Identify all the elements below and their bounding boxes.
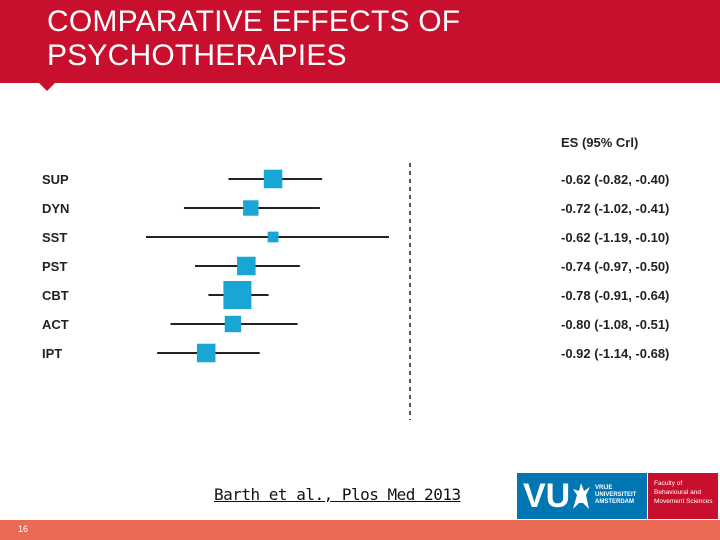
- forest-plot: ES (95% Crl) SUP -0.62 (-0.82, -0.40) DYN -…: [42, 135, 669, 420]
- forest-rows: SUP -0.62 (-0.82, -0.40) DYN -0.72 (-1.02, …: [42, 169, 669, 363]
- title-bar: [0, 0, 720, 83]
- page-number: 16: [18, 524, 29, 534]
- row-label-sup: SUP: [42, 172, 69, 187]
- row-label-cbt: CBT: [42, 288, 69, 303]
- row-label-sst: SST: [42, 230, 67, 245]
- estimate-text-cbt: -0.78 (-0.91, -0.64): [561, 288, 669, 303]
- vu-name-line-2: UNIVERSITEIT: [595, 492, 637, 498]
- slide-title-line-2: PSYCHOTHERAPIES: [47, 39, 347, 72]
- vu-name-line-1: VRIJE: [595, 485, 613, 491]
- row-label-dyn: DYN: [42, 201, 69, 216]
- estimate-text-dyn: -0.72 (-1.02, -0.41): [561, 201, 669, 216]
- point-estimate-sup: [263, 169, 283, 189]
- es-column-header: ES (95% Crl): [561, 135, 638, 150]
- faculty-line-3: Movement Sciences: [654, 498, 713, 505]
- vu-logo-letters: VU: [523, 477, 571, 515]
- griffin-icon: [573, 483, 590, 509]
- row-label-act: ACT: [42, 317, 69, 332]
- estimate-text-pst: -0.74 (-0.97, -0.50): [561, 259, 669, 274]
- estimate-text-sst: -0.62 (-1.19, -0.10): [561, 230, 669, 245]
- vu-logo: VU VRIJE UNIVERSITEIT AMSTERDAM: [517, 473, 647, 519]
- estimate-text-sup: -0.62 (-0.82, -0.40): [561, 172, 669, 187]
- faculty-logo-text: Faculty of Behavioural and Movement Scie…: [654, 479, 713, 506]
- title-bar-notch: [39, 83, 55, 91]
- point-estimate-dyn: [243, 200, 259, 216]
- row-label-ipt: IPT: [42, 346, 62, 361]
- citation-link[interactable]: Barth et al., Plos Med 2013: [214, 485, 461, 504]
- slide-title: COMPARATIVE EFFECTS OF PSYCHOTHERAPIES: [47, 5, 647, 73]
- estimate-text-ipt: -0.92 (-1.14, -0.68): [561, 346, 669, 361]
- faculty-logo: Faculty of Behavioural and Movement Scie…: [648, 473, 718, 519]
- faculty-line-2: Behavioural and: [654, 489, 701, 496]
- row-label-pst: PST: [42, 259, 67, 274]
- vu-name-line-3: AMSTERDAM: [595, 499, 634, 505]
- estimate-text-act: -0.80 (-1.08, -0.51): [561, 317, 669, 332]
- point-estimate-cbt: [223, 281, 252, 309]
- vu-logo-name: VRIJE UNIVERSITEIT AMSTERDAM: [595, 485, 636, 506]
- point-estimate-act: [224, 315, 242, 333]
- slide-title-line-1: COMPARATIVE EFFECTS OF: [47, 5, 461, 38]
- footer-bar: [0, 520, 720, 540]
- point-estimate-ipt: [196, 343, 216, 363]
- point-estimate-pst: [237, 256, 256, 276]
- point-estimate-sst: [267, 231, 279, 243]
- faculty-line-1: Faculty of: [654, 480, 683, 487]
